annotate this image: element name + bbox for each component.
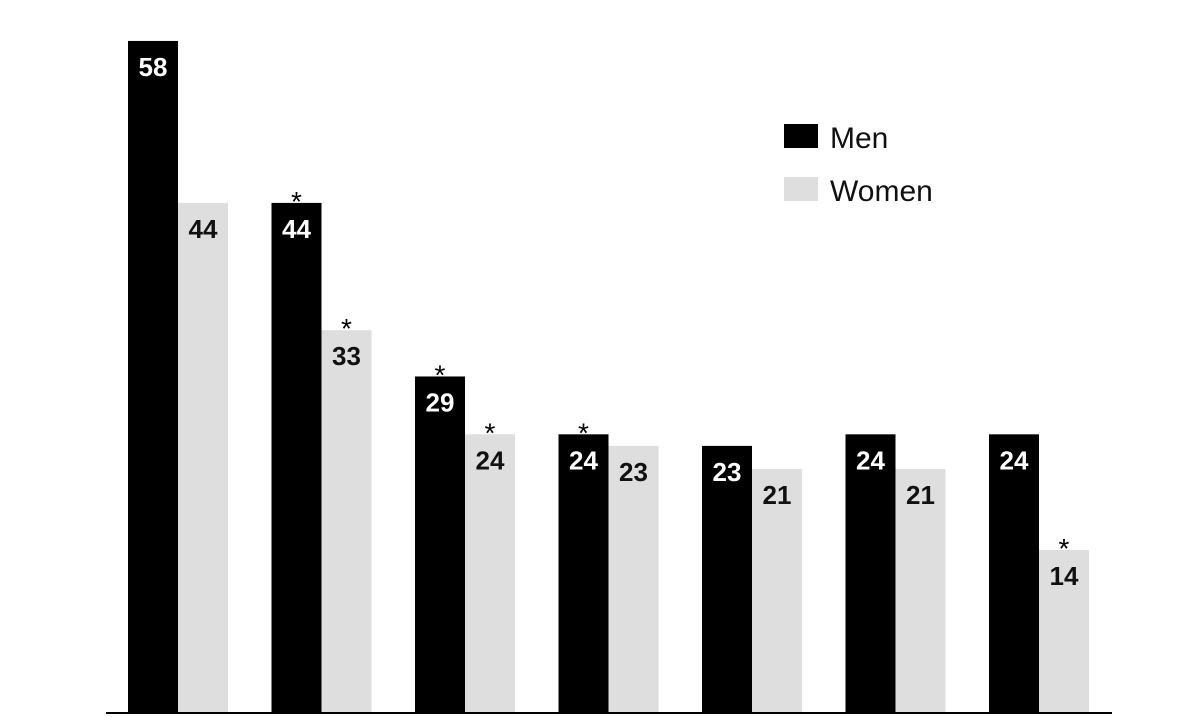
data-label-women-1: 44 [189, 214, 218, 244]
legend-swatch-men [784, 124, 818, 148]
bar-women-4 [608, 445, 659, 712]
legend-label-men: Men [830, 122, 888, 155]
data-label-men-5: 23 [713, 457, 742, 487]
bar-men-5 [702, 445, 752, 712]
data-label-men-4: 24 [569, 445, 598, 475]
bar-men-1 [128, 40, 178, 712]
significance-marker-men-3: * [435, 359, 446, 390]
bar-women-5 [752, 469, 802, 712]
data-label-men-6: 24 [856, 445, 885, 475]
legend: Men Women [784, 122, 933, 208]
significance-markers-group: * * * * * * [291, 186, 1070, 564]
bar-women-3 [465, 434, 515, 712]
bar-women-1 [178, 202, 228, 713]
significance-marker-men-2: * [291, 186, 302, 217]
data-label-men-1: 58 [139, 52, 168, 82]
significance-marker-women-2: * [341, 313, 352, 344]
data-labels-group: 58 44 44 33 29 24 24 23 23 21 24 21 24 14 [139, 52, 1079, 591]
bar-women-6 [895, 469, 946, 712]
bar-men-2 [271, 202, 322, 713]
bar-men-7 [989, 434, 1039, 712]
data-label-men-2: 44 [282, 214, 311, 244]
data-label-women-3: 24 [476, 445, 505, 475]
bar-men-6 [845, 434, 896, 712]
data-label-women-6: 21 [906, 480, 935, 510]
bar-men-4 [558, 434, 609, 712]
data-label-men-7: 24 [1000, 445, 1029, 475]
data-label-men-3: 29 [426, 387, 455, 417]
bar-men-3 [415, 376, 465, 712]
bars-group [128, 40, 1089, 713]
data-label-women-7: 14 [1050, 561, 1079, 591]
significance-marker-men-4: * [578, 417, 589, 448]
bar-women-7 [1039, 550, 1089, 712]
significance-marker-women-7: * [1059, 533, 1070, 564]
data-label-women-2: 33 [332, 341, 361, 371]
bar-women-2 [321, 330, 372, 712]
data-label-women-5: 21 [763, 480, 792, 510]
significance-marker-women-3: * [485, 417, 496, 448]
legend-label-women: Women [830, 175, 933, 208]
data-label-women-4: 23 [619, 457, 648, 487]
legend-swatch-women [784, 177, 818, 201]
